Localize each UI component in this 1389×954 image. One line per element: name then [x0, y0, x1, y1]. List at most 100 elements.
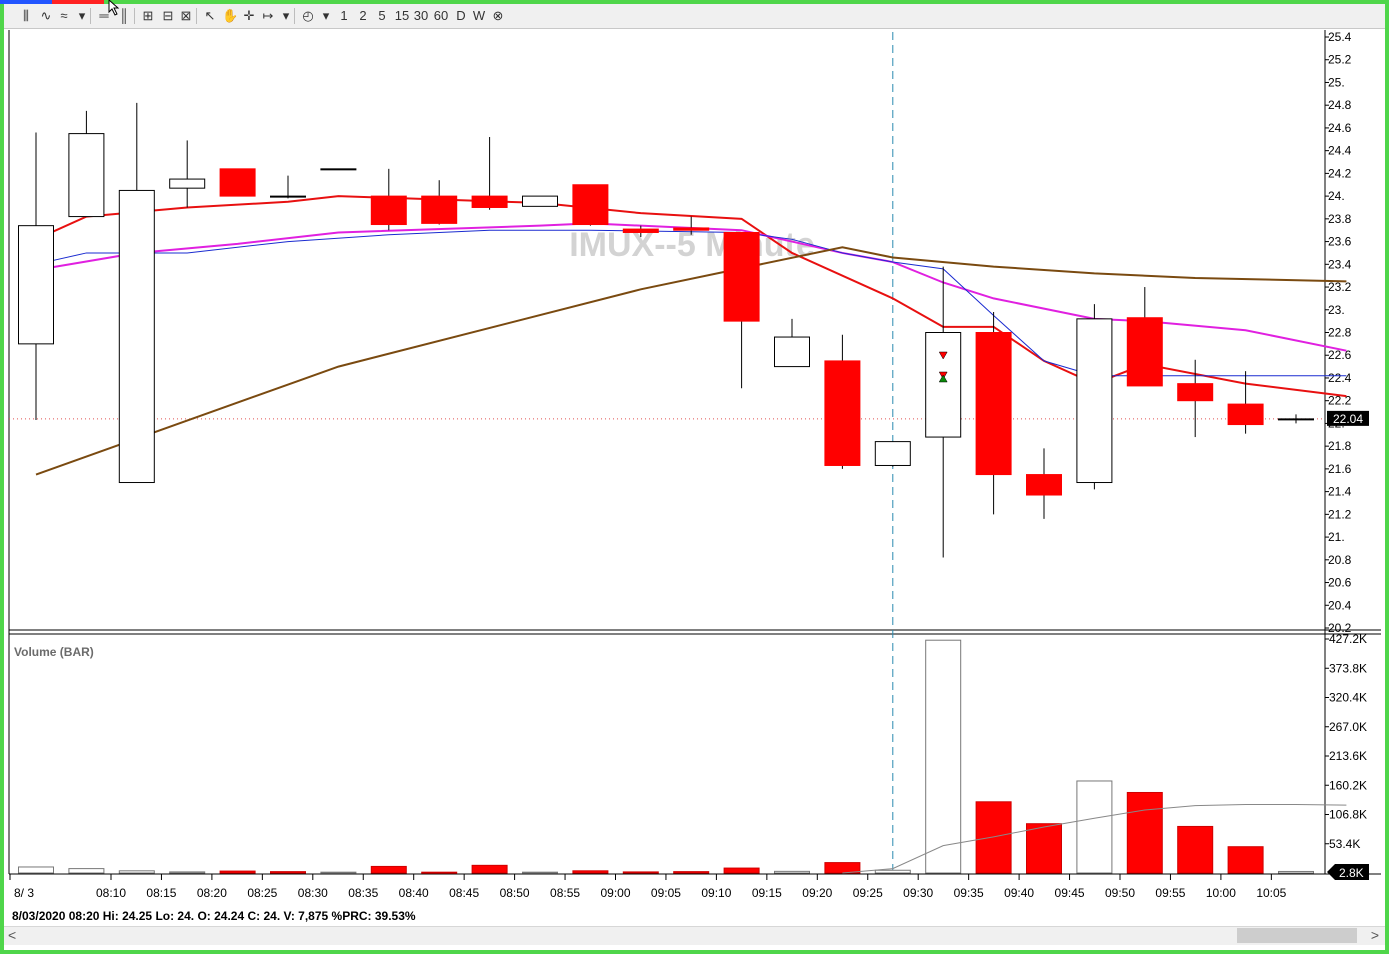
volume-bar: [925, 639, 962, 874]
time-axis-label: 09:10: [701, 886, 731, 900]
zoom-in-icon[interactable]: ⊟: [162, 8, 174, 23]
last-price-label: 22.04: [1333, 412, 1363, 426]
volume-bar: [320, 871, 357, 874]
volume-tick-label: 213.6K: [1329, 749, 1367, 763]
scroll-right-arrow-icon[interactable]: >: [1370, 927, 1379, 943]
mouse-cursor-icon: [108, 0, 120, 16]
volume-bar: [169, 871, 206, 874]
volume-bar: [1076, 780, 1113, 874]
price-tick-label: 23.2: [1328, 280, 1352, 294]
timeframe-15-button[interactable]: 15: [394, 8, 410, 23]
last-price-box: [1327, 410, 1369, 426]
volume-average-line: [842, 804, 1347, 874]
candle-body: [1026, 474, 1062, 496]
price-tick-label: 21.8: [1328, 439, 1352, 453]
candle-body: [270, 195, 306, 198]
candle-body: [874, 441, 911, 466]
price-tick-label: 25.: [1328, 75, 1345, 89]
time-axis-label: 08:20: [197, 886, 227, 900]
measure-dropdown-icon[interactable]: ▾: [282, 8, 290, 23]
brown-ma-line: [35, 246, 1347, 476]
time-axis-label: 8/ 3: [14, 886, 34, 900]
price-tick-label: 24.8: [1328, 98, 1352, 112]
volume-tick-label: 373.8K: [1329, 661, 1367, 675]
price-tick-label: 22.8: [1328, 326, 1352, 340]
vertical-layout-icon[interactable]: ║: [119, 8, 129, 23]
time-axis-label: 09:25: [853, 886, 883, 900]
candle-body: [673, 227, 710, 231]
volume-bar: [370, 865, 407, 874]
timeframe-30-button[interactable]: 30: [413, 8, 429, 23]
candle-body: [1126, 317, 1163, 387]
candle-body: [622, 228, 659, 233]
volume-bar: [673, 871, 710, 874]
close-chart-icon[interactable]: ⊗: [492, 8, 504, 23]
time-axis-label: 08:15: [146, 886, 176, 900]
timeframe-1-button[interactable]: 1: [340, 8, 348, 23]
time-axis-label: 09:00: [600, 886, 630, 900]
timeframe-d-button[interactable]: D: [456, 8, 466, 23]
magenta-ma-line: [35, 222, 1347, 352]
time-axis-label: 08:40: [399, 886, 429, 900]
time-axis-label: 09:45: [1055, 886, 1085, 900]
candle-body: [118, 189, 155, 484]
price-tick-label: 21.4: [1328, 485, 1352, 499]
candle-body: [18, 225, 54, 345]
time-axis-label: 08:50: [500, 886, 530, 900]
volume-bar: [723, 867, 760, 874]
measure-icon[interactable]: ↦: [262, 8, 274, 23]
time-axis-label: 09:40: [1004, 886, 1034, 900]
time-axis-label: 08:25: [247, 886, 277, 900]
line-style-icon[interactable]: ∿: [40, 8, 52, 23]
chart-type-dropdown-icon[interactable]: ▾: [78, 8, 86, 23]
candle-body: [1076, 318, 1113, 484]
scroll-thumb[interactable]: [1237, 928, 1357, 943]
volume-bar: [1278, 870, 1314, 874]
time-axis-label: 09:30: [903, 886, 933, 900]
price-tick-label: 24.: [1328, 189, 1345, 203]
time-axis-label: 08:45: [449, 886, 479, 900]
price-tick-label: 23.8: [1328, 212, 1352, 226]
volume-bar: [270, 871, 306, 874]
timeframe-2-button[interactable]: 2: [359, 8, 367, 23]
candle-body: [1177, 383, 1214, 402]
horizontal-layout-icon[interactable]: ═: [99, 8, 109, 23]
zoom-out-icon[interactable]: ⊠: [180, 8, 192, 23]
sell-arrow-icon: [938, 351, 948, 360]
volume-bar: [1026, 823, 1062, 874]
volume-bar: [471, 864, 508, 874]
price-tick-label: 21.6: [1328, 462, 1352, 476]
timeframe-5-button[interactable]: 5: [378, 8, 386, 23]
crosshair-icon[interactable]: ✛: [243, 8, 255, 23]
price-tick-label: 24.2: [1328, 166, 1352, 180]
pointer-icon[interactable]: ↖: [204, 8, 216, 23]
time-axis-label: 09:20: [802, 886, 832, 900]
candle-body: [824, 360, 861, 466]
timeframe-w-button[interactable]: W: [472, 8, 486, 23]
volume-panel-title: Volume (BAR): [14, 645, 94, 659]
zoom-fit-icon[interactable]: ⊞: [142, 8, 154, 23]
volume-bar: [421, 871, 458, 874]
time-axis-label: 08:10: [96, 886, 126, 900]
candle-body: [421, 195, 458, 224]
volume-bar: [572, 870, 609, 874]
hand-pan-icon[interactable]: ✋: [222, 8, 239, 23]
price-tick-label: 21.2: [1328, 507, 1352, 521]
time-axis-label: 09:55: [1155, 886, 1185, 900]
volume-bar: [874, 869, 911, 874]
scroll-left-arrow-icon[interactable]: <: [8, 927, 17, 943]
volume-bar: [774, 870, 810, 874]
price-tick-label: 24.6: [1328, 121, 1352, 135]
timeframe-60-button[interactable]: 60: [433, 8, 449, 23]
clock-dropdown-icon[interactable]: ▾: [322, 8, 330, 23]
horizontal-scrollbar[interactable]: < >: [4, 926, 1385, 945]
bar-chart-style-icon[interactable]: ⫼: [23, 8, 29, 23]
last-volume-label: 2.8K: [1339, 866, 1364, 880]
clock-icon[interactable]: ◴: [302, 8, 314, 23]
chart-type-icon[interactable]: ≈: [60, 8, 68, 23]
candle-body: [320, 168, 357, 171]
volume-tick-label: 267.0K: [1329, 720, 1367, 734]
price-tick-label: 20.2: [1328, 621, 1352, 635]
time-axis-label: 08:55: [550, 886, 580, 900]
